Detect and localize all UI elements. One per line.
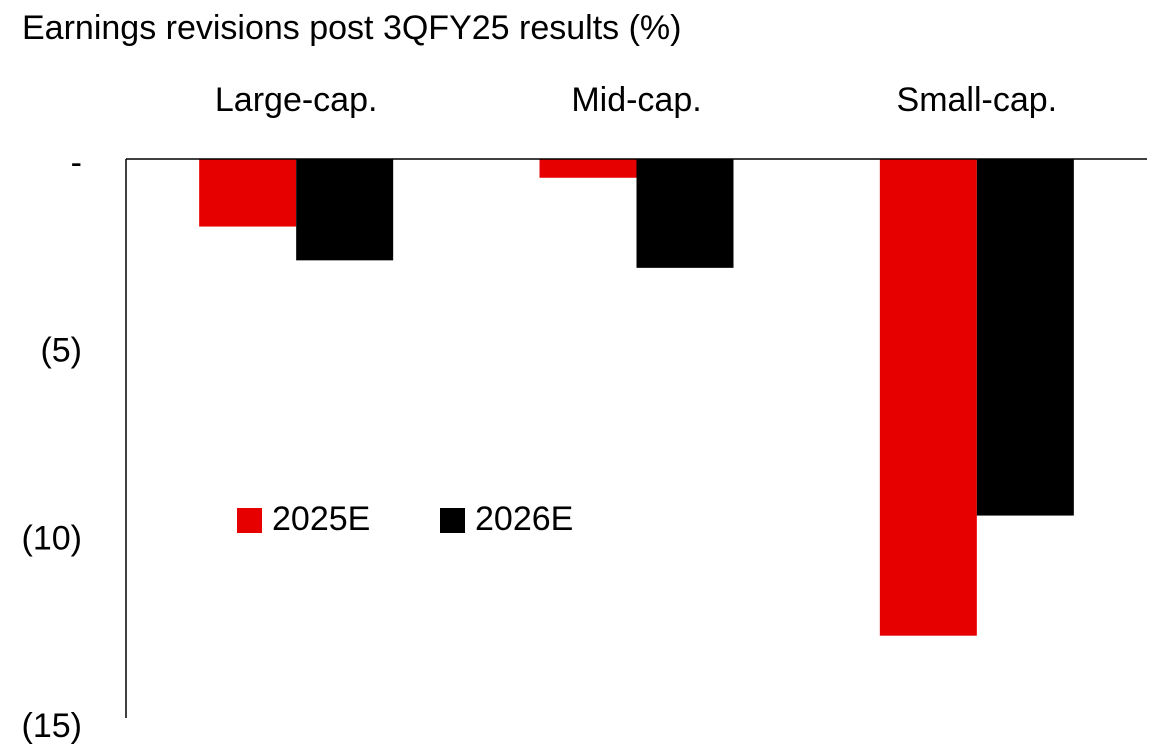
- x-tick-label: Mid-cap.: [571, 81, 701, 119]
- legend-label: 2025E: [272, 500, 370, 538]
- bar: [199, 159, 297, 227]
- y-tick-label: (10): [22, 519, 82, 557]
- legend-swatch: [440, 508, 465, 533]
- chart-title: Earnings revisions post 3QFY25 results (…: [22, 9, 681, 47]
- bar: [539, 159, 637, 178]
- bar: [636, 159, 734, 268]
- y-tick-label: (5): [40, 332, 82, 370]
- bar: [296, 159, 394, 261]
- y-tick-label: -: [71, 144, 82, 182]
- x-tick-label: Large-cap.: [215, 81, 378, 119]
- x-tick-label: Small-cap.: [897, 81, 1058, 119]
- bar: [976, 159, 1074, 516]
- legend-swatch: [237, 508, 262, 533]
- bar: [879, 159, 977, 636]
- y-tick-label: (15): [22, 707, 82, 745]
- legend-label: 2026E: [475, 500, 573, 538]
